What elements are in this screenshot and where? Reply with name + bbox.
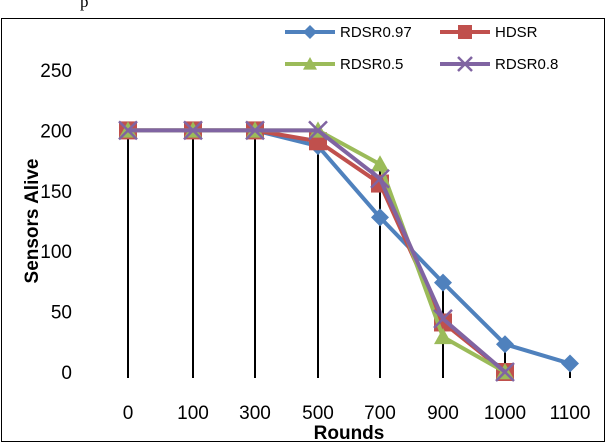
x-tick-label: 300: [239, 403, 271, 424]
x-marker-stroke: [118, 120, 138, 141]
legend-label: RDSR0.97: [340, 24, 412, 41]
x-marker-stroke: [495, 362, 515, 382]
x-marker: [370, 168, 390, 189]
x-tick-label: 1000: [484, 403, 526, 424]
triangle-marker: [434, 327, 452, 345]
y-axis-title: Sensors Alive: [22, 159, 43, 284]
diamond-marker: [371, 208, 389, 227]
diamond-marker: [561, 354, 579, 373]
legend-label: HDSR: [495, 24, 538, 41]
x-tick-label: 100: [177, 403, 209, 424]
x-tick-label: 700: [364, 403, 396, 424]
x-marker-stroke: [433, 308, 453, 329]
y-tick-label: 50: [51, 303, 72, 324]
x-axis-title: Rounds: [314, 423, 385, 443]
x-marker-stroke: [183, 120, 203, 141]
series-layer: [118, 120, 579, 382]
y-tick-label: 250: [40, 61, 72, 82]
x-tick-label: 500: [302, 403, 334, 424]
legend-label: RDSR0.8: [495, 56, 558, 73]
x-marker: [433, 308, 453, 329]
x-marker: [118, 120, 138, 141]
diamond-marker: [496, 335, 514, 354]
legend-label: RDSR0.5: [340, 56, 403, 73]
legend-item: RDSR0.97: [285, 24, 412, 41]
x-marker: [183, 120, 203, 141]
triangle-marker: [303, 57, 317, 70]
y-tick-label: 100: [40, 242, 72, 263]
cropped-text: p: [80, 0, 89, 11]
x-marker-stroke: [245, 120, 265, 141]
x-marker-stroke: [457, 56, 473, 72]
y-axis-ticks: 0 50 100 150 200 250: [40, 61, 72, 384]
x-marker: [457, 56, 473, 72]
x-tick-label: 900: [427, 403, 459, 424]
x-tick-label: 0: [123, 403, 134, 424]
x-marker-stroke: [370, 168, 390, 189]
y-tick-label: 200: [40, 121, 72, 142]
legend-item: HDSR: [440, 24, 538, 41]
legend-item: RDSR0.5: [285, 56, 403, 73]
square-marker: [458, 25, 472, 39]
x-marker: [245, 120, 265, 141]
diamond-marker: [303, 25, 317, 39]
chart-border: [1, 18, 605, 442]
series-rdsr0-8: [118, 120, 515, 382]
y-tick-label: 0: [61, 363, 72, 384]
x-marker: [308, 120, 328, 141]
x-marker: [495, 362, 515, 382]
legend-item: RDSR0.8: [440, 56, 558, 73]
x-marker-stroke: [308, 120, 328, 141]
x-axis-ticks: 0 100 300 500 700 900 1000 1100: [123, 403, 591, 424]
legend: RDSR0.97 HDSR RDSR0.5 RDSR0.8: [285, 24, 558, 73]
x-tick-label: 1100: [550, 403, 591, 424]
drop-lines: [127, 130, 571, 378]
triangle-marker: [371, 155, 389, 172]
y-tick-label: 150: [40, 182, 72, 203]
diamond-marker: [434, 273, 452, 292]
